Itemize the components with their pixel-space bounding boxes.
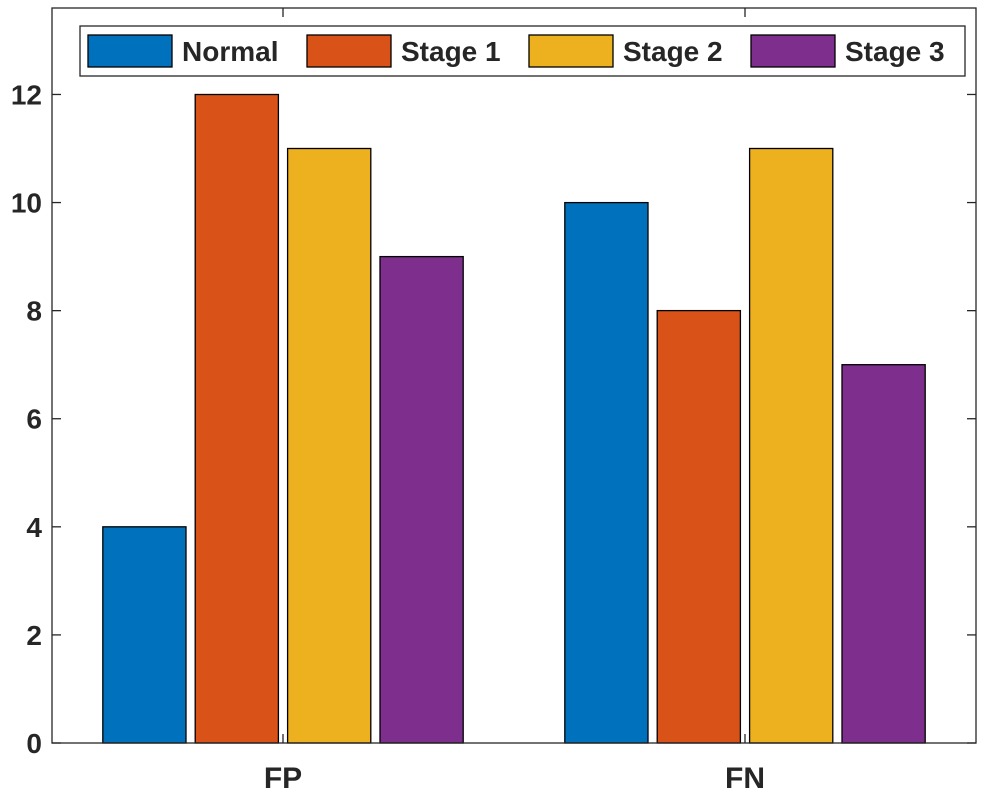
y-tick-label: 6 [26,404,42,435]
y-tick-label: 4 [26,512,42,543]
bar-fn-stage-1 [656,309,742,744]
bar-fp-stage-1 [194,93,280,744]
y-tick-label: 8 [26,296,42,327]
x-category-label: FP [264,762,302,795]
legend-label: Stage 3 [845,36,945,67]
legend-swatch [528,34,614,68]
bars-layer [102,93,926,744]
bar-fp-stage-2 [286,147,372,744]
y-tick-label: 0 [26,728,42,759]
legend-item-stage-2: Stage 2 [528,34,723,68]
y-tick-label: 12 [11,79,42,110]
axes-layer: 0 2 4 6 8 10 12 FP FN [11,7,977,795]
plot-area [52,8,976,743]
legend-label: Normal [182,36,278,67]
legend-label: Stage 1 [401,36,501,67]
bar-fn-stage-3 [841,364,926,744]
legend-label: Stage 2 [623,36,723,67]
legend-swatch [306,34,392,68]
legend-swatch [87,34,173,68]
y-tick-label: 10 [11,188,42,219]
bar-fp-normal [102,526,187,744]
bar-fp-stage-3 [379,255,464,744]
y-tick-label: 2 [26,620,42,651]
legend-item-normal: Normal [87,34,278,68]
legend-swatch [750,34,836,68]
bar-fn-stage-2 [748,147,834,744]
axes-box [51,7,977,744]
legend-item-stage-3: Stage 3 [750,34,945,68]
x-category-label: FN [725,762,765,795]
bar-fn-normal [564,201,649,744]
legend-item-stage-1: Stage 1 [306,34,501,68]
legend: Normal Stage 1 Stage 2 Stage 3 [79,25,966,77]
